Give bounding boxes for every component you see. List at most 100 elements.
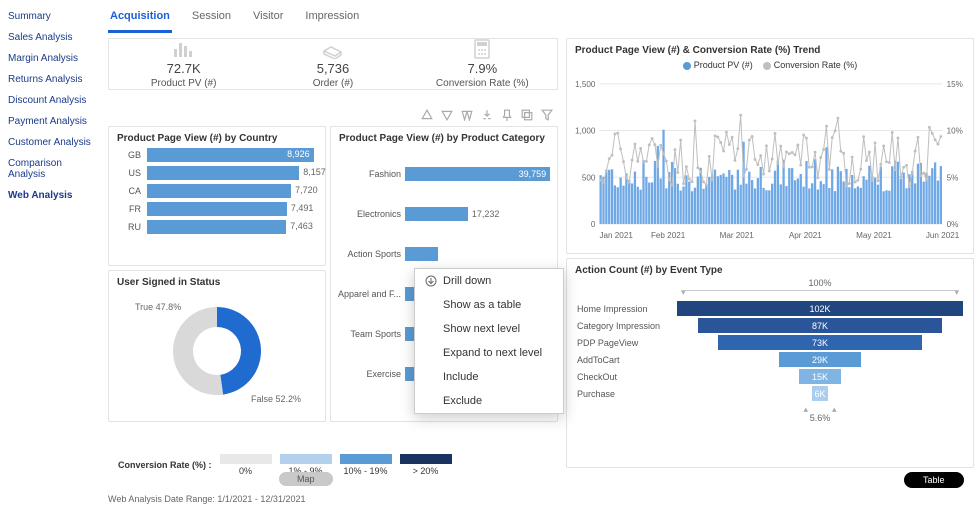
funnel-row[interactable]: AddToCart29K [567,351,973,368]
donut-svg [152,296,282,406]
expand-icon[interactable] [481,109,493,121]
funnel-title: Action Count (#) by Event Type [567,259,973,278]
donut-true-label: True 47.8% [135,302,181,312]
sidebar-item-sales-analysis[interactable]: Sales Analysis [0,27,100,48]
bar-row[interactable]: RU7,463 [109,218,325,236]
sidebar-item-payment-analysis[interactable]: Payment Analysis [0,111,100,132]
tab-impression[interactable]: Impression [303,6,361,33]
kpi-order-: 5,736Order (#) [258,39,407,89]
map-pill[interactable]: Map [279,472,333,486]
date-range-label: Web Analysis Date Range: 1/1/2021 - 12/3… [108,494,305,514]
kpi-conversion-rate-: 7.9%Conversion Rate (%) [408,39,557,89]
tab-acquisition[interactable]: Acquisition [108,6,172,33]
svg-text:1,000: 1,000 [575,127,596,136]
sidebar-item-discount-analysis[interactable]: Discount Analysis [0,90,100,111]
svg-text:Apr 2021: Apr 2021 [789,231,822,240]
svg-text:May 2021: May 2021 [856,231,892,240]
drilldown-icon [425,275,437,287]
dashboard-grid: 72.7KProduct PV (#)5,736Order (#)7.9%Con… [104,34,980,516]
visual-toolbar [421,109,553,121]
sidebar-item-margin-analysis[interactable]: Margin Analysis [0,48,100,69]
bar-fill [147,220,286,234]
funnel-row[interactable]: CheckOut 15K [567,368,973,385]
sidebar-item-comparison-analysis[interactable]: Comparison Analysis [0,153,100,185]
trend-legend-pv: Product PV (#) [694,60,753,70]
svg-text:Feb 2021: Feb 2021 [651,231,686,240]
funnel-label: Home Impression [577,304,671,314]
funnel-card[interactable]: Action Count (#) by Event Type 100% ▾▾ H… [566,258,974,468]
donut-title: User Signed in Status [109,271,325,290]
ctx-exclude[interactable]: Exclude [415,389,563,413]
funnel-label: AddToCart [577,355,671,365]
ctx-expand-to-next-level[interactable]: Expand to next level [415,341,563,365]
funnel-label: Category Impression [577,321,671,331]
sidebar: SummarySales AnalysisMargin AnalysisRetu… [0,0,100,212]
svg-text:Jan 2021: Jan 2021 [599,231,633,240]
tab-session[interactable]: Session [190,6,233,33]
sidebar-item-returns-analysis[interactable]: Returns Analysis [0,69,100,90]
tab-visitor[interactable]: Visitor [251,6,285,33]
category-label: Electronics [331,209,401,219]
sidebar-item-customer-analysis[interactable]: Customer Analysis [0,132,100,153]
bar-row[interactable]: FR7,491 [109,200,325,218]
category-label: Fashion [331,169,401,179]
sidebar-item-summary[interactable]: Summary [0,6,100,27]
donut-slice-true[interactable] [217,307,261,395]
pin-icon[interactable] [501,109,513,121]
sidebar-item-web-analysis[interactable]: Web Analysis [0,185,100,206]
tab-bar: Acquisition Session Visitor Impression [104,0,980,33]
bar-fill [147,184,291,198]
bar-row[interactable]: US 8,157 [109,164,325,182]
category-label: Exercise [331,369,401,379]
ctx-show-next-level[interactable]: Show next level [415,317,563,341]
funnel-top-pct: 100% ▾▾ [667,278,973,300]
svg-text:500: 500 [582,173,596,182]
copy-icon[interactable] [521,109,533,121]
bar-label: US [119,168,141,178]
funnel-label: Purchase [577,389,671,399]
svg-text:10%: 10% [947,127,963,136]
ctx-drill-down[interactable]: Drill down [415,269,563,293]
filter-icon[interactable] [541,109,553,121]
funnel-bar: 73K [718,335,923,350]
bar-label: RU [119,222,141,232]
trend-svg: 1,5001,000500015%10%5%0%Jan 2021Feb 2021… [567,74,973,248]
category-label: Action Sports [331,249,401,259]
kpi-product-pv-: 72.7KProduct PV (#) [109,39,258,89]
funnel-row[interactable]: Purchase6K [567,385,973,402]
drill-down-single-icon[interactable] [441,109,453,121]
funnel-bar: 15K [799,369,841,384]
drill-up-icon[interactable] [421,109,433,121]
ctx-include[interactable]: Include [415,365,563,389]
country-chart-card[interactable]: Product Page View (#) by Country GB8,926… [108,126,326,266]
bar-value: 7,720 [295,184,318,196]
trend-title: Product Page View (#) & Conversion Rate … [567,39,973,58]
donut-card[interactable]: User Signed in Status True 47.8% False 5… [108,270,326,422]
svg-text:0: 0 [591,220,596,229]
ctx-show-as-a-table[interactable]: Show as a table [415,293,563,317]
hand-icon [321,39,345,59]
donut-false-label: False 52.2% [251,394,301,404]
svg-text:5%: 5% [947,173,959,182]
legend-swatch: 0% [220,454,272,476]
conversion-legend-title: Conversion Rate (%) : [118,460,212,470]
svg-text:Jun 2021: Jun 2021 [926,231,960,240]
table-pill[interactable]: Table [904,472,964,488]
funnel-label: CheckOut [577,372,671,382]
bar-label: FR [119,204,141,214]
drill-down-all-icon[interactable] [461,109,473,121]
trend-card[interactable]: Product Page View (#) & Conversion Rate … [566,38,974,254]
bar-row[interactable]: GB 8,926 [109,146,325,164]
donut-slice-false[interactable] [173,307,223,395]
funnel-row[interactable]: Category Impression 87K [567,317,973,334]
funnel-row[interactable]: Home Impression102K [567,300,973,317]
bar-label: GB [119,150,141,160]
funnel-row[interactable]: PDP PageView73K [567,334,973,351]
bar-label: CA [119,186,141,196]
bar-fill: 8,926 [147,148,314,162]
funnel-bar: 87K [698,318,942,333]
category-bar-row[interactable]: Electronics17,232 [331,194,557,234]
bar-value: 8,157 [303,166,326,178]
category-bar-row[interactable]: Fashion39,759 [331,154,557,194]
bar-row[interactable]: CA 7,720 [109,182,325,200]
